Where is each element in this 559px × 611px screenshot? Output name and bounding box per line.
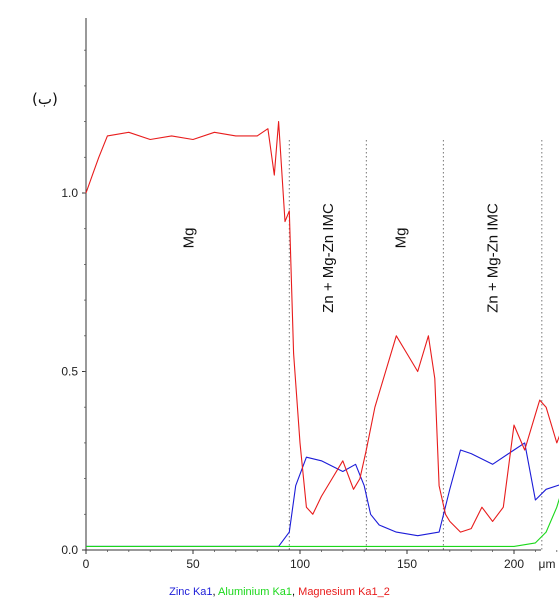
panel-label: (ب) [32, 90, 58, 108]
series-lines [85, 121, 559, 547]
magnesium-line [85, 121, 559, 533]
aluminium-line [86, 497, 559, 547]
axes: 050100150200250300μm0.00.51.0 [61, 18, 558, 571]
region-label: Mg [393, 228, 410, 249]
legend-separator: , [292, 586, 299, 598]
region-label: Zn + Mg-Zn IMC [485, 203, 502, 313]
legend: Zinc Ka1, Aluminium Ka1, Magnesium Ka1_2 [0, 586, 559, 598]
x-tick-label: 0 [83, 557, 90, 571]
x-unit-label: μm [539, 557, 556, 571]
x-tick-label: 100 [290, 557, 310, 571]
x-tick-label: 50 [186, 557, 200, 571]
legend-item-magnesium: Magnesium Ka1_2 [298, 586, 390, 598]
y-tick-label: 1.0 [61, 186, 78, 200]
x-tick-label: 200 [504, 557, 524, 571]
legend-item-zinc: Zinc Ka1 [169, 586, 213, 598]
y-tick-label: 0.0 [61, 543, 78, 557]
zinc-line [86, 442, 559, 547]
x-tick-label: 150 [397, 557, 417, 571]
y-tick-label: 0.5 [61, 365, 78, 379]
legend-item-aluminium: Aluminium Ka1 [218, 586, 293, 598]
legend-separator: , [212, 586, 219, 598]
region-label: Mg [181, 228, 198, 249]
region-label: Zn + Mg-Zn IMC [320, 203, 337, 313]
region-boundaries [288, 140, 543, 550]
